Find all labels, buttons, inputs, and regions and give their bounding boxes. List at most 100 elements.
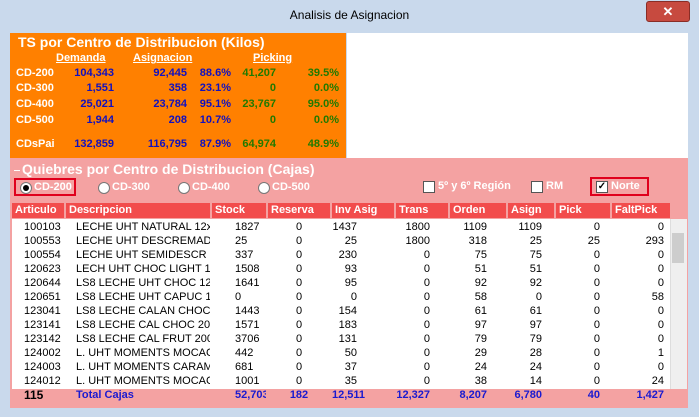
table-cell: 0 bbox=[235, 291, 242, 303]
table-cell: 0 bbox=[295, 361, 303, 373]
value: 92,445 bbox=[153, 67, 187, 79]
table-cell: 0 bbox=[593, 319, 600, 331]
table-cell: 0 bbox=[657, 361, 664, 373]
total-cell: 6,780 bbox=[514, 389, 542, 401]
table-cell: 24 bbox=[651, 375, 664, 387]
table-cell: 120623 bbox=[24, 263, 61, 275]
table-cell: L. UHT MOMENTS MOCAC bbox=[76, 347, 210, 359]
table-cell: LECH UHT CHOC LIGHT 12 bbox=[76, 263, 210, 275]
radio-button[interactable] bbox=[20, 182, 32, 194]
column-header: Trans bbox=[396, 203, 448, 218]
table-cell: 92 bbox=[529, 277, 542, 289]
checkbox[interactable]: ✓ bbox=[596, 181, 608, 193]
table-cell: 92 bbox=[474, 277, 487, 289]
total-cell: 52,703 bbox=[235, 389, 266, 401]
table-cell: 1443 bbox=[235, 305, 260, 317]
table-body bbox=[12, 219, 670, 389]
table-cell: 0 bbox=[593, 291, 600, 303]
table-cell: 75 bbox=[529, 249, 542, 261]
table-cell: 0 bbox=[295, 319, 303, 331]
radio-label[interactable]: CD-500 bbox=[272, 181, 310, 193]
table-cell: 51 bbox=[529, 263, 542, 275]
table-cell: 24 bbox=[474, 361, 487, 373]
table-cell: 97 bbox=[529, 319, 542, 331]
radio-label[interactable]: CD-400 bbox=[192, 181, 230, 193]
value: 1,551 bbox=[86, 82, 114, 94]
table-cell: 0 bbox=[295, 221, 303, 233]
table-cell: 38 bbox=[474, 375, 487, 387]
window-title: Analisis de Asignacion bbox=[289, 8, 410, 22]
table-cell: 183 bbox=[338, 319, 357, 331]
table-cell: 123041 bbox=[24, 305, 61, 317]
value: 0.0% bbox=[313, 114, 339, 126]
radio-label[interactable]: CD-200 bbox=[34, 181, 72, 193]
column-header: Orden bbox=[450, 203, 506, 218]
table-cell: 0 bbox=[593, 361, 600, 373]
table-cell: 29 bbox=[474, 347, 487, 359]
value: 88.6% bbox=[199, 67, 231, 79]
table-cell: LS8 LECHE CAL FRUT 200 bbox=[76, 333, 210, 345]
table-cell: 0 bbox=[295, 277, 303, 289]
table-cell: 124003 bbox=[24, 361, 61, 373]
table-cell: 1 bbox=[657, 347, 664, 359]
table-cell: 3706 bbox=[235, 333, 260, 345]
radio-button[interactable] bbox=[258, 182, 270, 194]
checkbox[interactable] bbox=[423, 181, 435, 193]
table-cell: 1508 bbox=[235, 263, 260, 275]
table-cell: 0 bbox=[593, 347, 600, 359]
value: 104,343 bbox=[74, 67, 114, 79]
total-cell: 40 bbox=[587, 389, 600, 401]
table-cell: 0 bbox=[593, 249, 600, 261]
checkbox-label[interactable]: 5º y 6º Región bbox=[438, 180, 511, 192]
table-cell: LS8 LECHE CAL CHOC 200 bbox=[76, 319, 210, 331]
table-cell: 0 bbox=[423, 291, 430, 303]
quiebres-panel: Quiebres por Centro de Distribucion (Caj… bbox=[10, 158, 688, 408]
value: 64,974 bbox=[242, 138, 276, 150]
table-cell: 95 bbox=[344, 277, 357, 289]
column-header: Articulo bbox=[12, 203, 64, 218]
checkbox-label[interactable]: Norte bbox=[611, 180, 640, 192]
value: 358 bbox=[168, 82, 187, 94]
radio-label[interactable]: CD-300 bbox=[112, 181, 150, 193]
row-label: CD-300 bbox=[16, 82, 54, 94]
table-cell: 0 bbox=[423, 263, 430, 275]
table-cell: 58 bbox=[474, 291, 487, 303]
checkbox[interactable] bbox=[531, 181, 543, 193]
table-cell: 0 bbox=[350, 291, 357, 303]
table-cell: 0 bbox=[295, 305, 303, 317]
table-cell: L. UHT MOMENTS MOCAC bbox=[76, 375, 210, 387]
value: 0 bbox=[269, 114, 276, 126]
table-cell: 0 bbox=[423, 277, 430, 289]
value: 41,207 bbox=[242, 67, 276, 79]
radio-dot bbox=[23, 185, 29, 191]
table-cell: 124002 bbox=[24, 347, 61, 359]
value: 116,795 bbox=[147, 138, 187, 150]
total-cell: 115 bbox=[24, 388, 44, 402]
table-cell: 681 bbox=[235, 361, 254, 373]
value: 1,944 bbox=[86, 114, 114, 126]
table-cell: 0 bbox=[657, 277, 664, 289]
table-cell: 124012 bbox=[24, 375, 61, 387]
radio-button[interactable] bbox=[98, 182, 110, 194]
value: 10.7% bbox=[199, 114, 231, 126]
close-button[interactable]: ✕ bbox=[646, 1, 690, 22]
value: 0.0% bbox=[313, 82, 339, 94]
table-cell: 120651 bbox=[24, 291, 61, 303]
table-cell: 0 bbox=[295, 375, 303, 387]
highlight bbox=[14, 178, 76, 196]
table-cell: 0 bbox=[657, 305, 664, 317]
checkbox-label[interactable]: RM bbox=[546, 180, 564, 192]
radio-button[interactable] bbox=[178, 182, 190, 194]
table-cell: 0 bbox=[593, 277, 600, 289]
table-cell: 154 bbox=[338, 305, 357, 317]
total-cell: 12,511 bbox=[332, 389, 366, 401]
table-cell: 0 bbox=[535, 291, 542, 303]
table-cell: 0 bbox=[423, 361, 430, 373]
table-cell: 35 bbox=[344, 375, 357, 387]
total-cell: Total Cajas bbox=[76, 389, 134, 401]
table-cell: 25 bbox=[587, 235, 600, 247]
table-cell: LECHE UHT SEMIDESCR 12 bbox=[76, 249, 210, 261]
table-cell: 0 bbox=[657, 249, 664, 261]
column-header: FaltPick bbox=[612, 203, 670, 218]
